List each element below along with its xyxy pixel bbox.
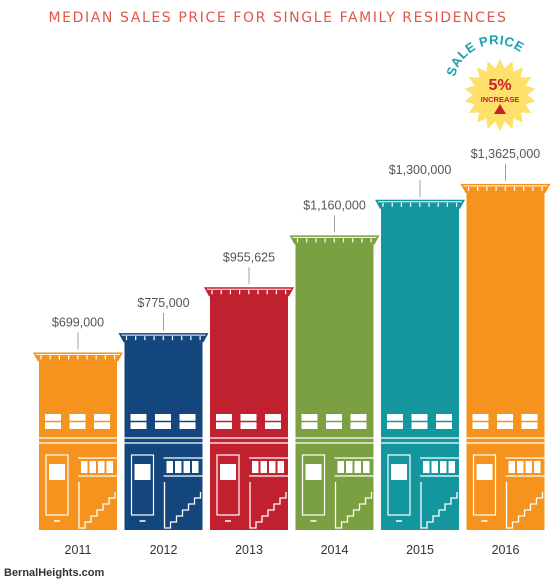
staircase xyxy=(249,482,287,529)
value-label: $1,3625,000 xyxy=(471,147,541,161)
building-bar xyxy=(375,199,465,531)
bay-window-pane xyxy=(431,461,438,473)
door-frame xyxy=(472,454,497,516)
door-frame xyxy=(387,454,411,516)
starburst-icon xyxy=(464,59,536,131)
year-label: 2011 xyxy=(65,543,92,557)
staircase xyxy=(505,482,544,529)
chart-title: MEDIAN SALES PRICE FOR SINGLE FAMILY RES… xyxy=(49,10,508,26)
bay-window-pane xyxy=(363,461,370,473)
building-bar xyxy=(204,287,294,530)
bay-window-pane xyxy=(106,461,113,473)
up-arrow-icon xyxy=(494,104,506,114)
building-bar xyxy=(289,235,380,531)
bars-group: $699,000 2011 $775,000 2012 $955,625 2013 $1,1… xyxy=(33,147,551,557)
staircase xyxy=(78,482,116,529)
bay-window-pane xyxy=(192,461,199,473)
bay-window-pane xyxy=(508,461,515,473)
bay-window-pane xyxy=(517,461,524,473)
bay-window-pane xyxy=(269,461,276,473)
value-label: $955,625 xyxy=(223,250,275,264)
door-frame xyxy=(45,454,69,516)
value-label: $1,160,000 xyxy=(303,198,366,212)
building-bar xyxy=(460,183,551,531)
staircase xyxy=(420,482,458,529)
year-label: 2012 xyxy=(150,543,178,557)
bay-window-pane xyxy=(260,461,267,473)
bay-window-pane xyxy=(346,461,353,473)
door-frame xyxy=(301,454,326,516)
door-window xyxy=(476,464,493,480)
door-window xyxy=(134,464,151,480)
year-label: 2014 xyxy=(321,543,349,557)
year-label: 2016 xyxy=(492,543,520,557)
year-label: 2013 xyxy=(235,543,263,557)
door-window xyxy=(391,464,407,480)
bar-body xyxy=(210,295,288,530)
bay-window-pane xyxy=(423,461,430,473)
door-window xyxy=(305,464,322,480)
door-window xyxy=(220,464,236,480)
value-label: $1,300,000 xyxy=(389,163,452,177)
value-label: $699,000 xyxy=(52,315,104,329)
bay-window-pane xyxy=(525,461,532,473)
bay-window-pane xyxy=(534,461,541,473)
bay-window-pane xyxy=(440,461,447,473)
bay-window-pane xyxy=(175,461,182,473)
door-frame xyxy=(216,454,240,516)
bay-window-pane xyxy=(81,461,88,473)
bar-body xyxy=(295,243,374,531)
bay-window-pane xyxy=(89,461,96,473)
bay-window-pane xyxy=(166,461,173,473)
sale-price-badge: SALE PRICE 5% INCREASE xyxy=(443,32,536,131)
bay-window-pane xyxy=(252,461,259,473)
bay-window-pane xyxy=(277,461,284,473)
bar-body xyxy=(381,207,459,531)
bay-window-pane xyxy=(337,461,344,473)
source-credit: BernalHeights.com xyxy=(4,567,104,579)
door-frame xyxy=(130,454,155,516)
badge-word: INCREASE xyxy=(481,95,520,104)
building-bar xyxy=(33,352,123,530)
badge-percent: 5% xyxy=(488,77,511,94)
staircase xyxy=(163,482,202,529)
bar-body xyxy=(39,360,117,530)
bay-window-pane xyxy=(448,461,455,473)
bar-body xyxy=(124,341,203,530)
staircase xyxy=(334,482,373,529)
bay-window-pane xyxy=(98,461,105,473)
bay-window-pane xyxy=(183,461,190,473)
value-label: $775,000 xyxy=(137,296,189,310)
building-bar xyxy=(118,333,209,530)
year-label: 2015 xyxy=(406,543,434,557)
bay-window-pane xyxy=(354,461,361,473)
door-window xyxy=(49,464,65,480)
